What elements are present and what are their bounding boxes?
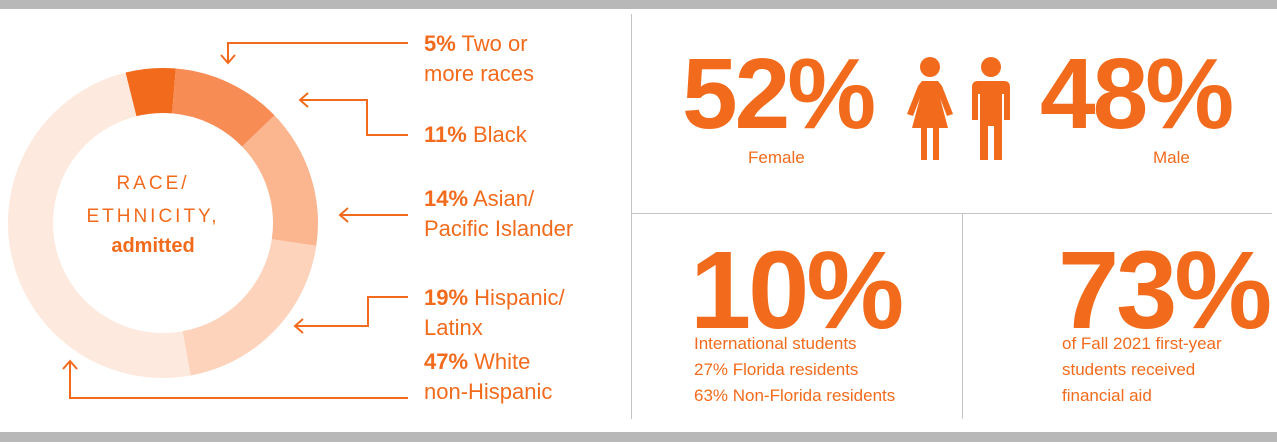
legend-hispanic: 19% Hispanic/ Latinx	[424, 283, 565, 343]
legend-white: 47% White non-Hispanic	[424, 347, 552, 407]
leader-two-or-more	[227, 42, 408, 62]
divider-horizontal	[632, 213, 1272, 214]
legend-pct: 11%	[424, 122, 467, 147]
legend-two-or-more: 5% Two or more races	[424, 29, 534, 89]
aid-pct: 73%	[1058, 229, 1272, 352]
legend-text: Asian/	[472, 186, 535, 211]
legend-pct: 5%	[424, 31, 456, 56]
legend-pct: 14%	[424, 186, 469, 211]
aid-line2: students received	[1062, 360, 1196, 379]
female-label: Female	[748, 148, 805, 167]
legend-black: 11% Black	[424, 120, 527, 150]
legend-asian: 14% Asian/ Pacific Islander	[424, 184, 573, 244]
donut-slice-asian-pacific-islander	[242, 115, 318, 246]
legend-text: Hispanic/	[474, 285, 565, 310]
international-description: International students 27% Florida resid…	[694, 331, 895, 409]
international-line3: 63% Non-Florida residents	[694, 386, 896, 405]
divider-vertical-main	[631, 14, 632, 419]
donut-slice-two-or-more-races	[125, 68, 176, 117]
legend-text: Black	[472, 122, 527, 147]
gender-icons	[907, 57, 1010, 160]
leader-white	[69, 362, 408, 399]
aid-description: of Fall 2021 first-year students receive…	[1062, 331, 1222, 409]
legend-text: Pacific Islander	[424, 216, 574, 241]
leader-asian-arrow	[338, 207, 349, 223]
donut-slice-white-non-hispanic	[8, 72, 191, 378]
male-pct: 48%	[1040, 38, 1234, 150]
legend-text: Latinx	[424, 315, 483, 340]
top-border	[0, 0, 1277, 9]
aid-line1: of Fall 2021 first-year	[1062, 334, 1222, 353]
female-figure-icon	[907, 57, 953, 160]
bottom-border	[0, 432, 1277, 442]
donut-center-line3: admitted	[111, 235, 195, 257]
donut-center-line2: ETHNICITY,	[86, 206, 220, 227]
donut-slice-hispanic-latinx	[182, 239, 317, 376]
legend-pct: 47%	[424, 349, 469, 374]
leader-hispanic	[295, 296, 408, 327]
leader-black-arrow	[298, 92, 309, 108]
legend-pct: 19%	[424, 285, 469, 310]
legend-text: Two or	[461, 31, 528, 56]
international-line1: International students	[694, 334, 857, 353]
international-pct: 10%	[690, 229, 904, 352]
donut-slice-black	[172, 68, 275, 147]
donut-center-line1: RACE/	[116, 173, 190, 194]
race-ethnicity-donut-chart	[8, 42, 408, 399]
legend-text: non-Hispanic	[424, 379, 553, 404]
male-figure-icon	[972, 57, 1010, 160]
leader-black	[300, 99, 408, 136]
legend-text: more races	[424, 61, 535, 86]
legend-text: White	[474, 349, 531, 374]
divider-vertical-bottom	[962, 214, 963, 419]
female-pct: 52%	[682, 38, 876, 150]
leader-hispanic-arrow	[293, 318, 304, 334]
international-line2: 27% Florida residents	[694, 360, 859, 379]
leader-white-arrow	[62, 359, 78, 370]
leader-two-or-more-arrow	[220, 54, 236, 65]
aid-line3: financial aid	[1062, 386, 1152, 405]
male-label: Male	[1153, 148, 1190, 167]
